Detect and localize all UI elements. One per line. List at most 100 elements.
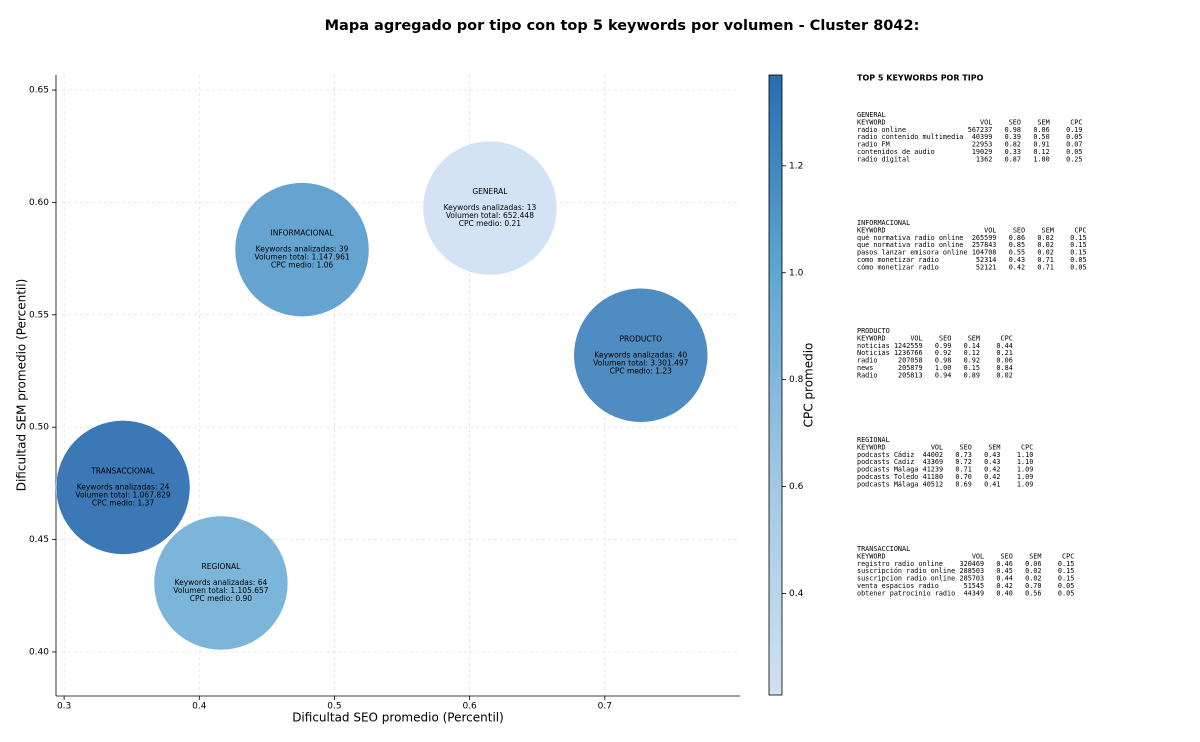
table-cell: registro radio online [857,560,943,568]
table-cell: radio [857,357,877,365]
table-cell: 0.72 [955,458,971,466]
table-cell: podcasts Cádiz [857,451,914,459]
table-cell: 0.55 [1009,249,1025,257]
table-cell: 0.33 [1005,148,1021,156]
bubble-label: CPC medio: 1.23 [610,366,673,375]
panel-title: TOP 5 KEYWORDS POR TIPO [857,74,984,83]
table-header: CPC [1074,226,1086,234]
table-cell: 320469 [960,560,985,568]
table-cell: 0.45 [996,567,1012,575]
table-cell: 0.43 [984,458,1000,466]
table-cell: qué normativa radio online [857,234,963,242]
table-cell: 44002 [923,451,943,459]
table-cell: 0.71 [1037,256,1053,264]
section-title: REGIONAL [857,436,890,444]
table-cell: 0.41 [984,480,1000,488]
bubble-name: PRODUCTO [619,334,662,343]
colorbar-label: CPC promedio [802,343,816,428]
y-tick-label: 0.50 [29,423,49,433]
y-tick-label: 0.40 [29,647,49,657]
table-cell: 0.02 [1037,241,1053,249]
table-cell: que normativa radio online [857,241,963,249]
table-cell: 0.02 [1025,567,1041,575]
table-cell: 41180 [923,473,943,481]
table-cell: 40512 [923,480,943,488]
table-header: SEM [1037,118,1049,126]
table-cell: 0.70 [955,473,971,481]
table-header: KEYWORD [857,443,886,451]
table-header: VOL [984,226,996,234]
bubble-label: Volumen total: 3.301.497 [593,358,688,367]
section-title: PRODUCTO [857,327,890,335]
table-header: KEYWORD [857,334,886,342]
section-title: TRANSACCIONAL [857,545,910,553]
bubble-label: Volumen total: 1.067.829 [75,490,170,499]
x-tick-label: 0.7 [598,702,612,712]
bubble-label: CPC medio: 0.90 [190,594,253,603]
table-cell: 0.21 [996,349,1012,357]
table-cell: 0.42 [996,582,1012,590]
table-cell: 0.94 [935,371,951,379]
bubble [573,288,709,423]
y-axis-label: Dificultad SEM promedio (Percentil) [15,279,29,492]
table-cell: 0.12 [964,349,980,357]
table-header: SEO [960,443,972,451]
x-tick-label: 0.3 [57,702,71,712]
table-cell: 0.92 [964,357,980,365]
table-header: SEO [939,334,951,342]
table-header: KEYWORD [857,118,886,126]
colorbar-tick-label: 0.8 [789,375,804,385]
colorbar-tick-label: 1.0 [789,268,804,278]
table-cell: 0.56 [1025,589,1041,597]
table-cell: 0.02 [1037,234,1053,242]
table-cell: radio digital [857,155,910,163]
table-cell: podcasts Malaga [857,466,918,474]
table-cell: 0.14 [964,342,980,350]
table-cell: 0.98 [1005,126,1021,134]
table-cell: 0.15 [1058,575,1074,583]
table-cell: 1362 [976,155,992,163]
table-cell: 0.73 [955,451,971,459]
table-header: SEO [1009,118,1021,126]
table-cell: 0.87 [1005,155,1021,163]
table-cell: 0.05 [1066,133,1082,141]
bubble [234,182,370,317]
table-header: SEM [1042,226,1054,234]
table-cell: 0.06 [996,357,1012,365]
bubble [153,515,289,651]
bubble-label: CPC medio: 1.37 [92,498,155,507]
table-cell: 0.05 [1070,263,1086,271]
table-cell: 0.42 [1009,263,1025,271]
table-cell: 0.92 [935,349,951,357]
table-cell: 0.15 [1070,241,1086,249]
table-cell: 1.09 [1017,473,1033,481]
colorbar [768,74,783,696]
table-cell: como monetizar radio [857,256,939,264]
table-cell: Radio [857,371,877,379]
table-cell: suscripcion radio online [857,575,955,583]
table-cell: 0.02 [996,371,1012,379]
table-cell: radio FM [857,141,890,149]
table-cell: Noticias [857,349,890,357]
table-cell: 52121 [976,263,996,271]
bubble-name: TRANSACCIONAL [90,466,155,475]
table-cell: 0.15 [1070,234,1086,242]
table-cell: 1.00 [1033,155,1049,163]
table-cell: 0.15 [1058,567,1074,575]
table-cell: 1.10 [1017,458,1033,466]
x-tick-label: 0.6 [462,702,477,712]
table-cell: 0.02 [1025,575,1041,583]
table-cell: 0.70 [1025,582,1041,590]
chart-title: Mapa agregado por tipo con top 5 keyword… [325,18,920,34]
table-cell: 265599 [972,234,997,242]
table-cell: suscripción radio online [857,567,955,575]
table-header: VOL [972,552,984,560]
section-title: GENERAL [857,111,886,119]
table-cell: 205879 [898,364,923,372]
table-cell: 0.15 [964,364,980,372]
table-cell: 257843 [972,241,997,249]
table-cell: 51545 [964,582,984,590]
colorbar-tick-label: 0.4 [789,589,804,599]
table-header: CPC [1062,552,1074,560]
bubble [55,420,191,555]
